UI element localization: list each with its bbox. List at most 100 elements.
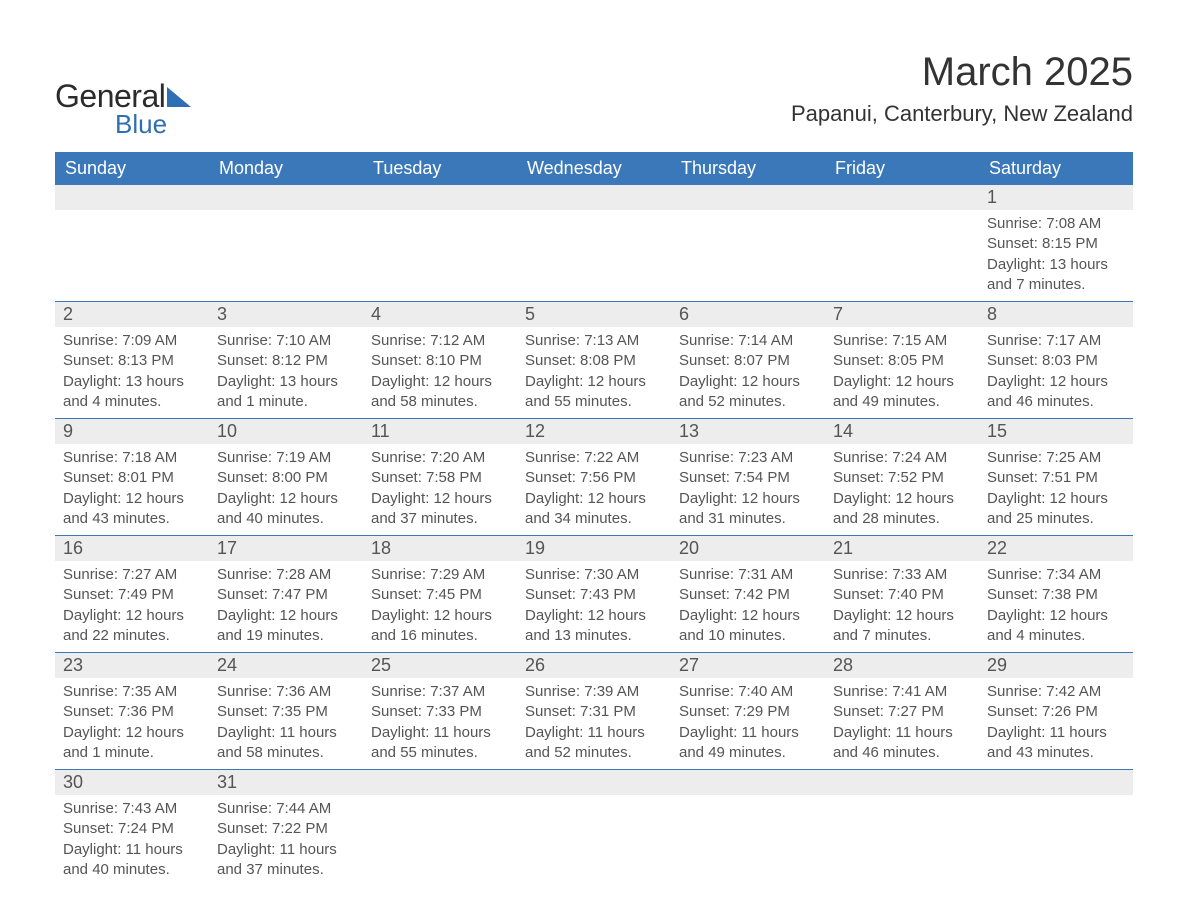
week-daynum-row: 23242526272829 (55, 653, 1133, 679)
day-detail-cell (825, 210, 979, 302)
day-detail-cell (671, 210, 825, 302)
day-detail-cell: Sunrise: 7:40 AMSunset: 7:29 PMDaylight:… (671, 678, 825, 770)
logo-triangle-icon (167, 87, 191, 107)
daylight-text: Daylight: 12 hours and 16 minutes. (371, 606, 509, 647)
week-detail-row: Sunrise: 7:08 AMSunset: 8:15 PMDaylight:… (55, 210, 1133, 302)
week-daynum-row: 3031 (55, 770, 1133, 796)
daylight-text: Daylight: 12 hours and 25 minutes. (987, 489, 1125, 530)
week-daynum-row: 16171819202122 (55, 536, 1133, 562)
sunset-text: Sunset: 8:10 PM (371, 351, 509, 371)
day-number-cell: 20 (671, 536, 825, 562)
day-number-cell: 4 (363, 302, 517, 328)
day-number-cell: 17 (209, 536, 363, 562)
day-number-cell: 13 (671, 419, 825, 445)
day-number-cell: 2 (55, 302, 209, 328)
day-detail-cell: Sunrise: 7:15 AMSunset: 8:05 PMDaylight:… (825, 327, 979, 419)
day-detail-cell (671, 795, 825, 886)
day-number-cell (825, 770, 979, 796)
day-number-cell: 16 (55, 536, 209, 562)
sunrise-text: Sunrise: 7:43 AM (63, 799, 201, 819)
day-detail-cell: Sunrise: 7:42 AMSunset: 7:26 PMDaylight:… (979, 678, 1133, 770)
day-number-cell (209, 185, 363, 210)
day-number-cell: 7 (825, 302, 979, 328)
daylight-text: Daylight: 12 hours and 37 minutes. (371, 489, 509, 530)
sunrise-text: Sunrise: 7:13 AM (525, 331, 663, 351)
sunrise-text: Sunrise: 7:36 AM (217, 682, 355, 702)
day-header: Friday (825, 152, 979, 185)
sunrise-text: Sunrise: 7:40 AM (679, 682, 817, 702)
daylight-text: Daylight: 12 hours and 55 minutes. (525, 372, 663, 413)
day-detail-cell: Sunrise: 7:27 AMSunset: 7:49 PMDaylight:… (55, 561, 209, 653)
daylight-text: Daylight: 12 hours and 58 minutes. (371, 372, 509, 413)
sunset-text: Sunset: 7:27 PM (833, 702, 971, 722)
daylight-text: Daylight: 12 hours and 1 minute. (63, 723, 201, 764)
sunset-text: Sunset: 7:22 PM (217, 819, 355, 839)
sunset-text: Sunset: 7:29 PM (679, 702, 817, 722)
sunset-text: Sunset: 7:24 PM (63, 819, 201, 839)
day-detail-cell: Sunrise: 7:31 AMSunset: 7:42 PMDaylight:… (671, 561, 825, 653)
sunrise-text: Sunrise: 7:34 AM (987, 565, 1125, 585)
week-detail-row: Sunrise: 7:35 AMSunset: 7:36 PMDaylight:… (55, 678, 1133, 770)
daylight-text: Daylight: 11 hours and 58 minutes. (217, 723, 355, 764)
day-number-cell: 28 (825, 653, 979, 679)
day-number-cell: 18 (363, 536, 517, 562)
daylight-text: Daylight: 13 hours and 1 minute. (217, 372, 355, 413)
sunset-text: Sunset: 8:05 PM (833, 351, 971, 371)
week-daynum-row: 2345678 (55, 302, 1133, 328)
day-detail-cell: Sunrise: 7:44 AMSunset: 7:22 PMDaylight:… (209, 795, 363, 886)
sunrise-text: Sunrise: 7:15 AM (833, 331, 971, 351)
day-detail-cell (209, 210, 363, 302)
day-number-cell: 30 (55, 770, 209, 796)
day-detail-cell: Sunrise: 7:29 AMSunset: 7:45 PMDaylight:… (363, 561, 517, 653)
sunrise-text: Sunrise: 7:30 AM (525, 565, 663, 585)
sunset-text: Sunset: 8:07 PM (679, 351, 817, 371)
sunset-text: Sunset: 7:31 PM (525, 702, 663, 722)
sunrise-text: Sunrise: 7:37 AM (371, 682, 509, 702)
week-daynum-row: 1 (55, 185, 1133, 210)
daylight-text: Daylight: 11 hours and 40 minutes. (63, 840, 201, 881)
daylight-text: Daylight: 12 hours and 19 minutes. (217, 606, 355, 647)
sunrise-text: Sunrise: 7:41 AM (833, 682, 971, 702)
day-detail-cell (825, 795, 979, 886)
sunset-text: Sunset: 7:56 PM (525, 468, 663, 488)
daylight-text: Daylight: 12 hours and 49 minutes. (833, 372, 971, 413)
week-detail-row: Sunrise: 7:27 AMSunset: 7:49 PM Daylight:… (55, 561, 1133, 653)
page-header: General Blue March 2025 Papanui, Canterb… (55, 50, 1133, 140)
sunrise-text: Sunrise: 7:39 AM (525, 682, 663, 702)
sunrise-text: Sunrise: 7:14 AM (679, 331, 817, 351)
calendar-table: Sunday Monday Tuesday Wednesday Thursday… (55, 152, 1133, 886)
day-header-row: Sunday Monday Tuesday Wednesday Thursday… (55, 152, 1133, 185)
day-number-cell: 12 (517, 419, 671, 445)
day-header: Monday (209, 152, 363, 185)
sunrise-text: Sunrise: 7:27 AM (63, 565, 201, 585)
day-number-cell: 8 (979, 302, 1133, 328)
day-detail-cell: Sunrise: 7:14 AMSunset: 8:07 PMDaylight:… (671, 327, 825, 419)
sunset-text: Sunset: 7:52 PM (833, 468, 971, 488)
sunrise-text: Sunrise: 7:28 AM (217, 565, 355, 585)
logo-text-blue: Blue (115, 109, 191, 140)
day-number-cell: 9 (55, 419, 209, 445)
day-detail-cell: Sunrise: 7:33 AMSunset: 7:40 PMDaylight:… (825, 561, 979, 653)
day-detail-cell: Sunrise: 7:12 AMSunset: 8:10 PMDaylight:… (363, 327, 517, 419)
sunrise-text: Sunrise: 7:33 AM (833, 565, 971, 585)
daylight-text: Daylight: 11 hours and 46 minutes. (833, 723, 971, 764)
day-header: Wednesday (517, 152, 671, 185)
day-number-cell (671, 770, 825, 796)
day-number-cell: 26 (517, 653, 671, 679)
daylight-text: Daylight: 13 hours and 4 minutes. (63, 372, 201, 413)
day-detail-cell: Sunrise: 7:08 AMSunset: 8:15 PMDaylight:… (979, 210, 1133, 302)
sunset-text: Sunset: 7:58 PM (371, 468, 509, 488)
sunset-text: Sunset: 7:43 PM (525, 585, 663, 605)
day-detail-cell: Sunrise: 7:43 AMSunset: 7:24 PMDaylight:… (55, 795, 209, 886)
day-number-cell: 6 (671, 302, 825, 328)
day-header: Thursday (671, 152, 825, 185)
sunset-text: Sunset: 7:47 PM (217, 585, 355, 605)
sunrise-text: Sunrise: 7:19 AM (217, 448, 355, 468)
sunset-text: Sunset: 7:49 PM (63, 585, 201, 605)
sunset-text: Sunset: 8:01 PM (63, 468, 201, 488)
day-number-cell: 31 (209, 770, 363, 796)
daylight-text: Daylight: 13 hours and 7 minutes. (987, 255, 1125, 296)
day-number-cell (517, 770, 671, 796)
month-title: March 2025 (791, 50, 1133, 95)
day-detail-cell (979, 795, 1133, 886)
